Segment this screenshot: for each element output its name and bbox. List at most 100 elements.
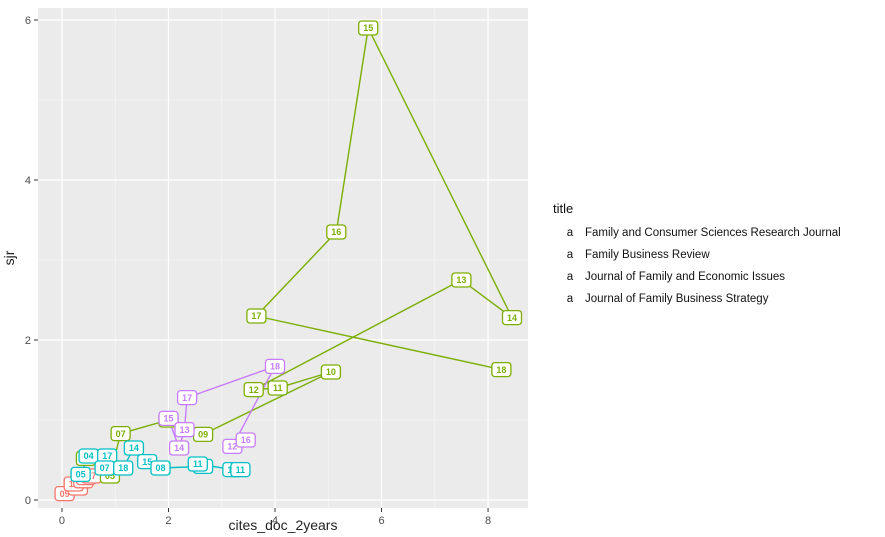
label-box (113, 460, 134, 476)
label-text: 17 (182, 393, 192, 403)
x-tick-label: 4 (272, 515, 278, 527)
data-point-label: 17 (246, 308, 267, 324)
label-box (235, 432, 256, 448)
label-box (491, 361, 512, 378)
data-point-label: 08 (150, 460, 171, 476)
label-text: 10 (326, 367, 336, 377)
data-point-label: 07 (110, 425, 131, 442)
y-tick-label: 4 (25, 175, 31, 187)
data-point-label: 11 (187, 456, 208, 472)
label-text: 07 (100, 463, 110, 473)
label-text: 13 (179, 425, 189, 435)
label-box (187, 456, 208, 472)
data-point-label: 14 (501, 309, 523, 326)
label-box (243, 381, 264, 398)
data-point-label: 13 (174, 421, 195, 438)
data-point-label: 18 (491, 361, 512, 378)
label-box (501, 309, 523, 326)
x-tick-label: 0 (59, 515, 65, 527)
x-axis-title: cites_doc_2years (229, 517, 338, 533)
label-text: 05 (105, 471, 115, 481)
legend-title: title (553, 201, 573, 216)
label-text: 11 (236, 465, 246, 475)
y-tick-label: 0 (25, 495, 31, 507)
label-text: 18 (270, 362, 280, 372)
label-text: 17 (251, 311, 261, 321)
x-axis-ticks: 0 2 4 6 8 (59, 508, 491, 527)
label-box (123, 440, 145, 456)
label-text: 11 (273, 383, 283, 393)
label-box (174, 421, 195, 438)
data-point-label: 16 (235, 432, 256, 448)
data-point-label: 15 (358, 20, 379, 36)
legend-key: a (567, 249, 574, 261)
y-tick-label: 2 (25, 335, 31, 347)
label-text: 08 (155, 463, 165, 473)
y-axis-title: sjr (1, 250, 17, 265)
legend-entry: Family and Consumer Sciences Research Jo… (585, 227, 841, 239)
label-text: 14 (174, 443, 184, 453)
label-box (158, 410, 179, 427)
legend-entry: Journal of Family and Economic Issues (585, 271, 785, 283)
data-point-label: 14 (168, 440, 190, 456)
label-box (264, 358, 286, 375)
data-point-label: 11 (230, 461, 251, 478)
legend-entry: Journal of Family Business Strategy (585, 293, 769, 305)
label-text: 14 (507, 313, 517, 323)
label-box (168, 440, 190, 456)
data-point-label: 04 (78, 448, 99, 464)
x-tick-label: 8 (485, 515, 491, 527)
data-point-label: 16 (326, 224, 347, 240)
minor-gridlines (38, 8, 528, 508)
y-tick-label: 6 (25, 15, 31, 27)
y-axis-ticks: 0 2 4 6 (25, 15, 38, 507)
label-text: 13 (456, 275, 466, 285)
label-box (110, 425, 131, 442)
legend-entry: Family Business Review (585, 249, 710, 261)
label-text: 04 (84, 451, 94, 461)
data-point-label: 12 (243, 381, 264, 398)
legend: title a Family and Consumer Sciences Rese… (553, 201, 841, 305)
legend-key: a (567, 227, 574, 239)
label-text: 07 (116, 429, 126, 439)
label-text: 17 (102, 451, 112, 461)
data-point-label: 05 (70, 466, 91, 483)
data-point-label: 18 (113, 460, 134, 476)
major-gridlines (38, 8, 528, 508)
data-point-label: 13 (451, 272, 472, 288)
label-box (451, 272, 472, 288)
label-box (70, 466, 91, 483)
data-point-label: 14 (123, 440, 145, 456)
label-text: 15 (142, 457, 152, 467)
data-point-label: 15 (158, 410, 179, 427)
point-labels: 0918161314170605070809101112131415161718… (54, 20, 523, 502)
label-text: 16 (331, 227, 341, 237)
label-text: 09 (198, 430, 208, 440)
label-text: 18 (496, 365, 506, 375)
label-text: 05 (76, 470, 86, 480)
label-text: 17 (86, 471, 96, 481)
data-point-label: 10 (320, 364, 342, 380)
label-box (320, 364, 342, 380)
x-tick-label: 2 (165, 515, 171, 527)
label-box (267, 380, 288, 396)
data-point-label: 09 (192, 426, 214, 443)
label-box (246, 308, 267, 324)
label-text: 16 (241, 435, 251, 445)
legend-key: a (567, 293, 574, 305)
label-box (176, 389, 198, 406)
x-tick-label: 6 (378, 515, 384, 527)
label-text: 11 (193, 459, 203, 469)
label-box (358, 20, 379, 36)
label-text: 12 (249, 385, 259, 395)
data-point-label: 18 (264, 358, 286, 375)
data-point-label: 17 (176, 389, 198, 406)
data-point-label: 11 (267, 380, 288, 396)
plot-panel (38, 8, 528, 508)
label-text: 14 (129, 443, 139, 453)
label-text: 12 (227, 442, 237, 452)
label-box (326, 224, 347, 240)
data-point-label: 07 (94, 460, 115, 476)
legend-key: a (567, 271, 574, 283)
